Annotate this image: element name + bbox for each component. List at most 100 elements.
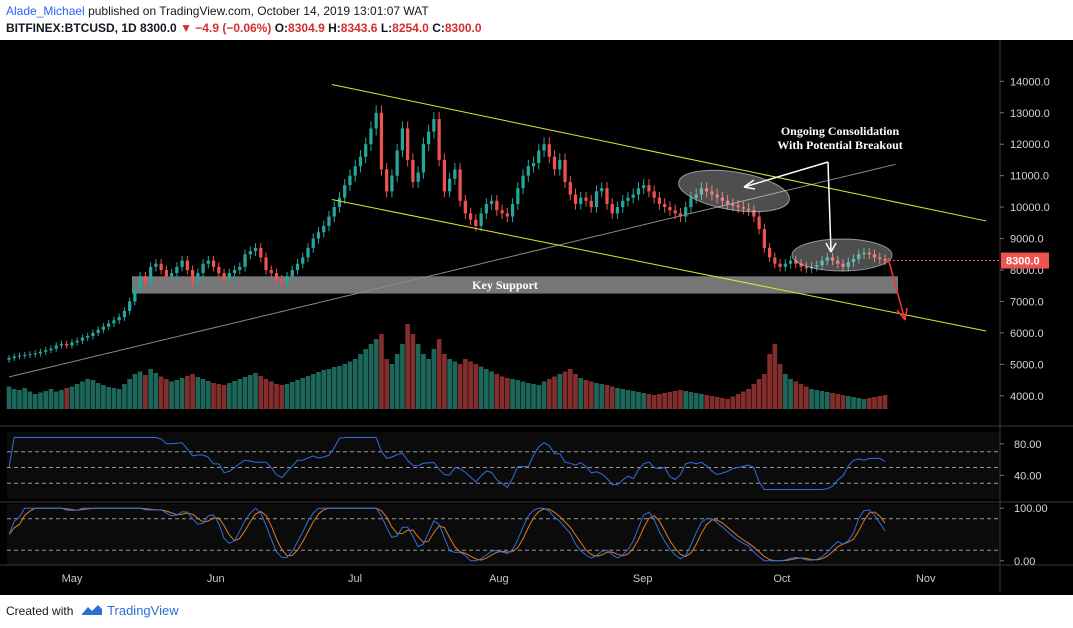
price-chart[interactable]: May Jun Jul Aug Sep Oct Nov 4000.0 5000.0 6000.0 7… [0, 40, 1073, 595]
candle-body [211, 260, 216, 267]
volume-bar [630, 391, 636, 409]
candle-body [594, 191, 599, 208]
volume-bar [720, 398, 725, 409]
volume-bar [352, 359, 358, 409]
candle-body [70, 342, 74, 346]
volume-bar [379, 334, 384, 409]
candle-body [505, 213, 509, 217]
candle-body [526, 166, 530, 176]
volume-bar [247, 375, 253, 409]
volume-bar [672, 391, 678, 409]
close-label: C: [432, 21, 445, 35]
candle-body [615, 207, 620, 214]
candle-body [421, 144, 426, 173]
volume-bar [331, 367, 337, 409]
volume-bar [861, 399, 867, 409]
candle-body [647, 185, 651, 192]
volume-bar [662, 393, 668, 409]
candle-body [552, 156, 557, 170]
volume-bar [751, 384, 757, 409]
stoch-k-line [8, 507, 886, 562]
candle-body [133, 288, 137, 302]
price-axis-tick-label: 9000.0 [1010, 234, 1044, 246]
annotation-arrow [743, 161, 829, 188]
volume-bar [158, 376, 164, 409]
volume-bar [730, 396, 736, 409]
volume-bar [6, 386, 12, 409]
annotation-arrow-head [825, 242, 837, 253]
candle-body [185, 260, 189, 270]
volume-bar [116, 389, 122, 409]
volume-bar [793, 381, 799, 409]
candle-body [379, 112, 384, 170]
volume-bar [824, 392, 830, 409]
candle-body [164, 269, 168, 277]
volume-bar [22, 388, 28, 409]
candle-body [259, 247, 263, 258]
volume-bar [106, 387, 111, 409]
volume-bar [489, 371, 494, 409]
volume-bar [190, 374, 195, 409]
volume-bar [358, 354, 363, 409]
author-link[interactable]: Alade_Michael [6, 4, 85, 18]
symbol-label: BITFINEX:BTCUSD, 1D [6, 21, 137, 35]
candle-body [694, 194, 698, 198]
candle-body [689, 197, 693, 208]
candle-body [28, 354, 32, 356]
candle-body [285, 276, 289, 283]
volume-bar [431, 349, 437, 409]
volume-bar [64, 388, 70, 409]
candle-body [322, 225, 326, 233]
volume-bar [59, 390, 64, 409]
volume-bar [85, 379, 91, 409]
candle-body [521, 175, 525, 189]
candle-body [715, 194, 719, 198]
volume-bar [746, 389, 751, 409]
candle-body [495, 200, 499, 211]
down-arrow-icon: ▼ [180, 21, 192, 35]
volume-bar [90, 380, 96, 409]
volume-bar [426, 359, 431, 409]
candle-body [752, 210, 756, 217]
volume-bar [641, 393, 647, 409]
candle-body [510, 203, 515, 217]
candle-body [427, 131, 431, 145]
rsi-pane-background [7, 432, 1000, 499]
candle-body [59, 343, 64, 346]
candle-body [416, 172, 420, 182]
volume-bar [436, 339, 442, 409]
volume-bar [714, 397, 720, 409]
volume-bar [221, 385, 227, 409]
candle-body [820, 260, 824, 266]
volume-bar [520, 381, 526, 409]
volume-bar [279, 385, 285, 409]
open-value: 8304.9 [288, 21, 325, 35]
tradingview-brand[interactable]: TradingView [107, 603, 179, 618]
volume-bar [321, 370, 327, 409]
candle-body [217, 266, 221, 274]
candle-body [663, 203, 667, 208]
candle-body [343, 185, 347, 198]
candle-body [253, 247, 258, 252]
volume-bar [17, 390, 22, 409]
candle-body [154, 263, 158, 267]
volume-bar [11, 389, 17, 409]
volume-bar [620, 389, 626, 409]
price-axis-tick-label: 13000.0 [1010, 108, 1050, 120]
breakdown-arrow [887, 257, 906, 321]
candle-body [547, 144, 551, 157]
volume-bar [505, 378, 510, 409]
volume-bar [615, 388, 620, 409]
volume-bar [111, 388, 117, 409]
volume-bar [562, 371, 568, 409]
volume-bar [877, 396, 883, 409]
candle-body [327, 216, 331, 226]
candle-body [80, 337, 85, 341]
candle-body [621, 200, 625, 208]
candle-body [573, 194, 578, 204]
candle-body [673, 210, 677, 214]
price-axis-tick-label: 11000.0 [1010, 171, 1049, 183]
price-axis-tick-label: 7000.0 [1010, 296, 1044, 308]
candle-body [788, 260, 793, 264]
volume-bar [384, 359, 389, 409]
